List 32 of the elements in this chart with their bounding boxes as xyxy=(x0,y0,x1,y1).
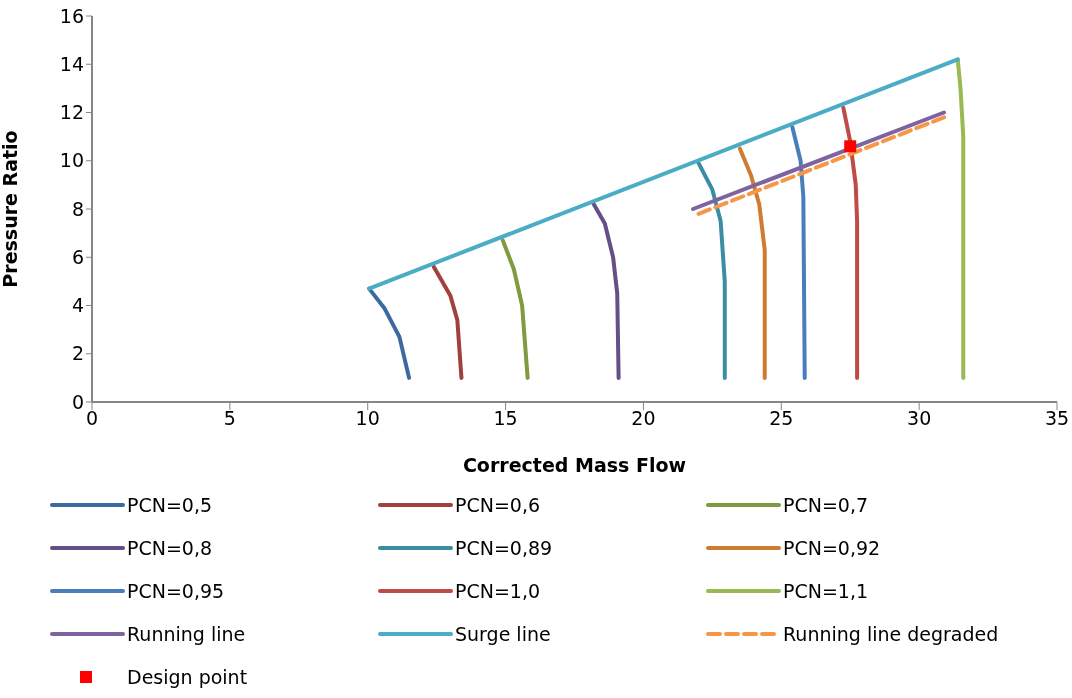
legend-label: PCN=0,8 xyxy=(127,537,213,559)
y-tick-label: 2 xyxy=(71,342,84,365)
x-tick-label: 25 xyxy=(769,407,794,430)
x-tick-label: 5 xyxy=(223,407,236,430)
y-tick-label: 16 xyxy=(59,4,84,27)
legend-label: PCN=0,95 xyxy=(127,580,225,602)
legend-label: PCN=0,92 xyxy=(783,537,881,559)
y-tick-label: 6 xyxy=(71,245,84,268)
y-tick-label: 10 xyxy=(59,149,84,172)
legend-label: PCN=0,7 xyxy=(783,494,869,516)
y-tick-label: 12 xyxy=(59,101,84,124)
legend-label: PCN=1,1 xyxy=(783,580,869,602)
y-tick-label: 14 xyxy=(59,53,84,75)
legend-label: Design point xyxy=(127,666,248,688)
y-tick-label: 8 xyxy=(71,197,84,220)
x-axis-title: Corrected Mass Flow xyxy=(462,454,687,476)
x-tick-label: 35 xyxy=(1044,407,1070,430)
legend-label: PCN=0,5 xyxy=(127,494,213,516)
legend-label: Running line degraded xyxy=(783,623,999,645)
y-axis-title: Pressure Ratio xyxy=(0,130,21,288)
legend-label: Running line xyxy=(127,623,246,645)
x-tick-label: 0 xyxy=(85,407,99,430)
legend-label: PCN=0,6 xyxy=(455,494,541,516)
y-tick-label: 0 xyxy=(71,390,84,413)
y-tick-label: 4 xyxy=(71,294,84,317)
x-tick-label: 20 xyxy=(631,407,656,430)
legend-label: PCN=0,89 xyxy=(455,537,553,559)
x-tick-label: 30 xyxy=(907,407,932,430)
legend-label: Surge line xyxy=(455,623,551,645)
legend-label: PCN=1,0 xyxy=(455,580,541,602)
x-tick-label: 15 xyxy=(493,407,518,430)
x-tick-label: 10 xyxy=(355,407,380,430)
